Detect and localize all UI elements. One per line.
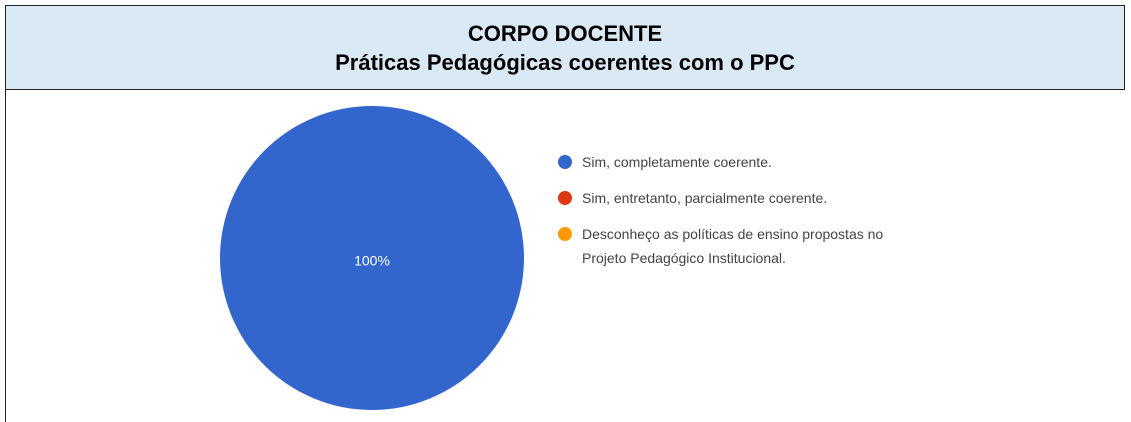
legend-label: Sim, entretanto, parcialmente coerente. (582, 190, 828, 206)
pie-slice (220, 106, 524, 410)
legend-label: Sim, completamente coerente. (582, 154, 772, 170)
legend-label: Desconheço as políticas de ensino propos… (582, 226, 884, 266)
legend-item: Desconheço as políticas de ensino propos… (558, 222, 948, 270)
legend-swatch (558, 155, 572, 169)
legend-item: Sim, entretanto, parcialmente coerente. (558, 186, 948, 210)
legend: Sim, completamente coerente. Sim, entreta… (558, 150, 948, 282)
header: CORPO DOCENTE Práticas Pedagógicas coere… (5, 5, 1125, 90)
legend-item: Sim, completamente coerente. (558, 150, 948, 174)
legend-swatch (558, 227, 572, 241)
legend-swatch (558, 191, 572, 205)
title: CORPO DOCENTE (467, 21, 663, 46)
border (5, 90, 6, 422)
data-label: 100% (354, 253, 390, 269)
subtitle: Práticas Pedagógicas coerentes com o PPC (335, 50, 795, 75)
